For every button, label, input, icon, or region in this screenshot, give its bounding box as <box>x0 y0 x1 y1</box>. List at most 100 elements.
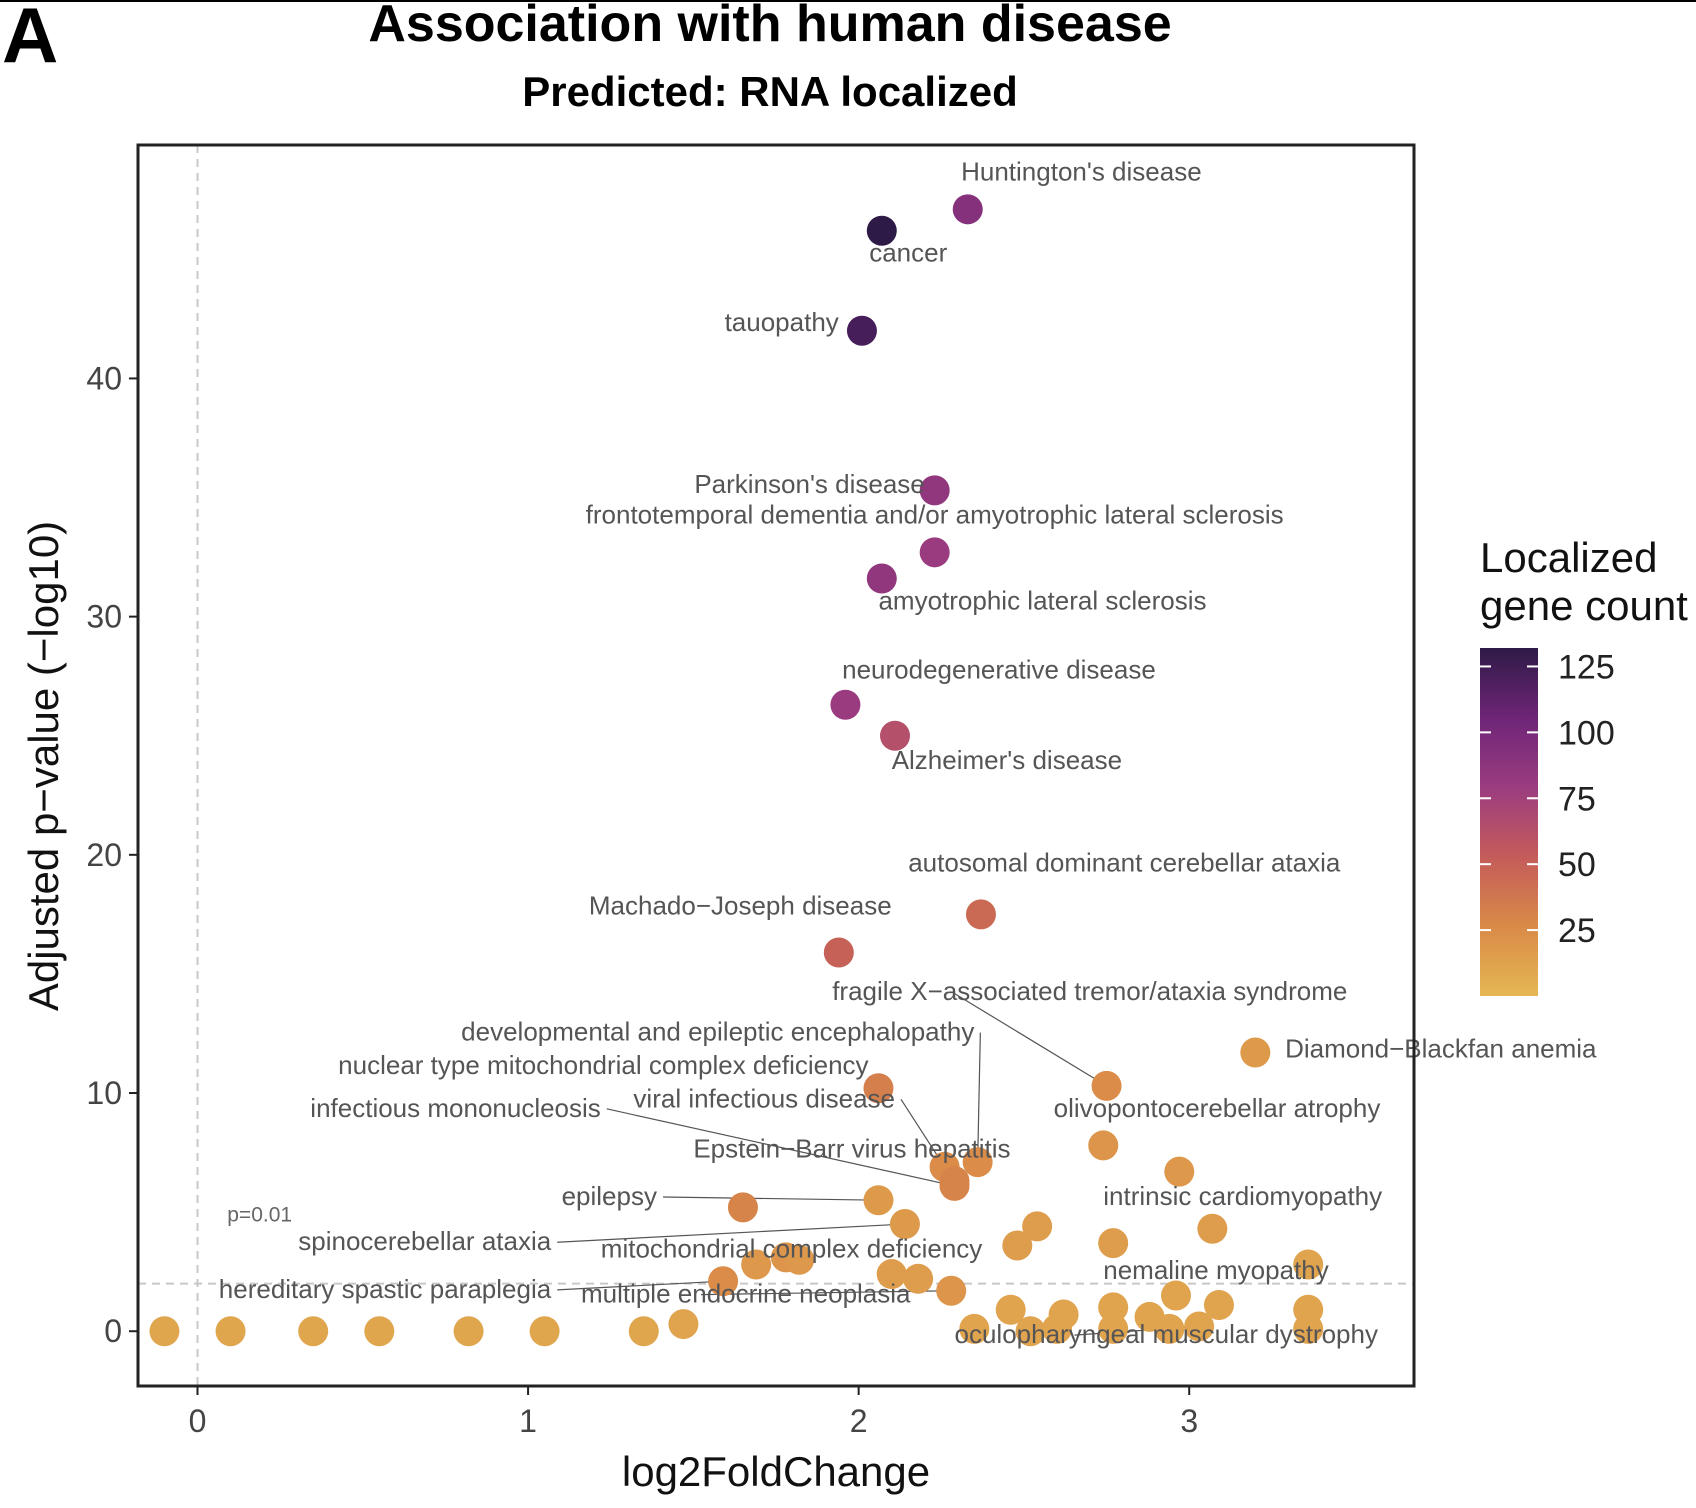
y-tick-label: 30 <box>86 599 122 635</box>
data-point[interactable] <box>1203 1290 1234 1321</box>
data-point[interactable] <box>1002 1230 1033 1261</box>
point-label: amyotrophic lateral sclerosis <box>878 585 1206 615</box>
data-point[interactable] <box>1184 1311 1215 1342</box>
data-point[interactable] <box>880 720 911 751</box>
data-point[interactable] <box>1098 1313 1129 1344</box>
leader-line <box>557 1280 724 1291</box>
data-point[interactable] <box>1164 1156 1195 1187</box>
data-point[interactable] <box>364 1316 395 1347</box>
point-label: infectious mononucleosis <box>310 1093 601 1123</box>
point-label: Huntington's disease <box>961 157 1202 187</box>
point-label: tauopathy <box>725 307 839 337</box>
plot-frame <box>136 143 1416 1388</box>
point-label: autosomal dominant cerebellar ataxia <box>908 847 1341 877</box>
data-point[interactable] <box>939 1170 970 1201</box>
point-label: mitochondrial complex deficiency <box>601 1233 983 1263</box>
data-point[interactable] <box>1154 1313 1185 1344</box>
point-label: developmental and epileptic encephalopat… <box>461 1017 974 1047</box>
data-point[interactable] <box>1293 1249 1324 1280</box>
data-points <box>149 194 1324 1347</box>
chart-subtitle: Predicted: RNA localized <box>522 68 1018 115</box>
data-point[interactable] <box>952 194 983 225</box>
data-point[interactable] <box>1160 1280 1191 1311</box>
point-label: hereditary spastic paraplegia <box>219 1274 552 1304</box>
point-label: nuclear type mitochondrial complex defic… <box>338 1050 868 1080</box>
legend-title-line: Localized <box>1480 534 1657 581</box>
point-label: frontotemporal dementia and/or amyotroph… <box>586 500 1284 530</box>
data-point[interactable] <box>936 1275 967 1306</box>
data-point[interactable] <box>965 899 996 930</box>
data-point[interactable] <box>919 537 950 568</box>
data-point[interactable] <box>298 1316 329 1347</box>
data-point[interactable] <box>1098 1228 1129 1259</box>
x-tick-label: 1 <box>519 1403 537 1439</box>
data-point[interactable] <box>1015 1316 1046 1347</box>
point-label: viral infectious disease <box>633 1083 895 1113</box>
x-tick-label: 2 <box>850 1403 868 1439</box>
data-point[interactable] <box>1293 1313 1324 1344</box>
leader-line <box>951 991 1107 1087</box>
legend-tick-label: 100 <box>1558 714 1615 752</box>
data-point[interactable] <box>741 1249 772 1280</box>
legend-tick-label: 125 <box>1558 648 1615 686</box>
title-block: Association with human disease Predicted… <box>260 0 1280 124</box>
point-label: nemaline myopathy <box>1103 1255 1328 1285</box>
data-point[interactable] <box>995 1294 1026 1325</box>
leader-line <box>977 1032 981 1163</box>
data-point[interactable] <box>1041 1313 1072 1344</box>
data-point[interactable] <box>529 1316 560 1347</box>
data-point[interactable] <box>784 1244 815 1275</box>
y-tick-label: 20 <box>86 837 122 873</box>
data-point[interactable] <box>876 1259 907 1290</box>
leader-line <box>606 1108 955 1187</box>
data-point[interactable] <box>959 1313 990 1344</box>
data-point[interactable] <box>1197 1213 1228 1244</box>
data-point[interactable] <box>628 1316 659 1347</box>
data-point[interactable] <box>889 1209 920 1240</box>
data-point[interactable] <box>962 1147 993 1178</box>
legend-title-line: gene count <box>1480 582 1688 629</box>
chart-title: Association with human disease <box>368 0 1172 53</box>
data-point[interactable] <box>1098 1292 1129 1323</box>
legend-tick-label: 25 <box>1558 912 1596 950</box>
data-point[interactable] <box>1091 1070 1122 1101</box>
data-point[interactable] <box>866 215 897 246</box>
point-label: Parkinson's disease <box>694 469 924 499</box>
point-label: multiple endocrine neoplasia <box>581 1279 911 1309</box>
data-point[interactable] <box>215 1316 246 1347</box>
point-labels: Huntington's disease cancer tauopathy Parki… <box>219 157 1597 1349</box>
point-label: Diamond−Blackfan anemia <box>1285 1033 1597 1063</box>
data-point[interactable] <box>1022 1211 1053 1242</box>
data-point[interactable] <box>830 689 861 720</box>
data-point[interactable] <box>149 1316 180 1347</box>
y-axis-label: Adjusted p−value (−log10) <box>20 521 67 1011</box>
data-point[interactable] <box>919 475 950 506</box>
point-label: Machado−Joseph disease <box>589 890 892 920</box>
data-point[interactable] <box>863 1185 894 1216</box>
y-tick-label: 40 <box>86 360 122 396</box>
leader-line <box>662 1196 879 1201</box>
data-point[interactable] <box>866 563 897 594</box>
data-point[interactable] <box>1088 1130 1119 1161</box>
threshold-label: p=0.01 <box>227 1204 292 1227</box>
data-point[interactable] <box>727 1192 758 1223</box>
data-point[interactable] <box>708 1266 739 1297</box>
point-label: oculopharyngeal muscular dystrophy <box>955 1319 1378 1349</box>
data-point[interactable] <box>903 1263 934 1294</box>
data-point[interactable] <box>823 937 854 968</box>
point-label: neurodegenerative disease <box>842 655 1156 685</box>
x-axis-label: log2FoldChange <box>622 1448 930 1495</box>
point-label: cancer <box>869 238 947 268</box>
data-point[interactable] <box>453 1316 484 1347</box>
point-label: intrinsic cardiomyopathy <box>1103 1181 1382 1211</box>
x-tick-label: 3 <box>1180 1403 1198 1439</box>
data-point[interactable] <box>863 1073 894 1104</box>
data-point[interactable] <box>1240 1037 1271 1068</box>
leader-line <box>700 1290 952 1296</box>
data-point[interactable] <box>846 315 877 346</box>
leader-line <box>557 1223 905 1243</box>
data-point[interactable] <box>668 1309 699 1340</box>
